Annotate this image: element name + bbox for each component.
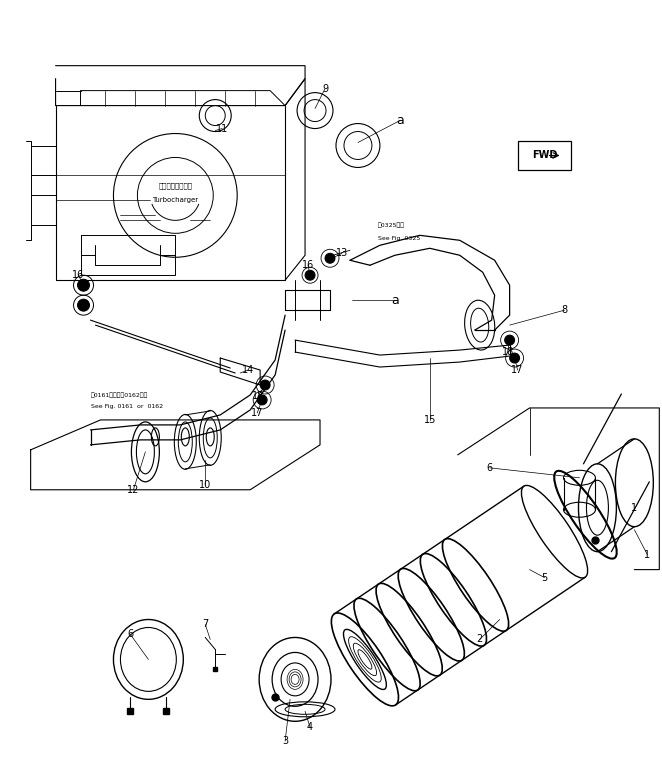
Circle shape [504, 335, 514, 345]
Text: 16: 16 [302, 260, 314, 270]
Text: 1: 1 [644, 550, 650, 560]
Text: 9: 9 [322, 84, 328, 94]
Text: Turbocharger: Turbocharger [152, 197, 199, 203]
Circle shape [510, 353, 520, 363]
Text: 11: 11 [216, 123, 228, 133]
Circle shape [257, 395, 267, 405]
Text: 2: 2 [477, 634, 483, 644]
Text: 16: 16 [72, 270, 85, 280]
Text: See Fig. 0325: See Fig. 0325 [378, 235, 420, 241]
Text: 17: 17 [512, 365, 524, 375]
Text: 13: 13 [336, 249, 348, 258]
Text: 3: 3 [282, 736, 288, 746]
Text: 10: 10 [199, 480, 211, 490]
Text: 4: 4 [307, 723, 313, 732]
Text: 8: 8 [561, 305, 567, 315]
Text: 15: 15 [424, 415, 436, 425]
Text: 18: 18 [252, 391, 264, 401]
Circle shape [305, 270, 315, 280]
Text: 17: 17 [251, 408, 263, 418]
Text: 18: 18 [502, 347, 514, 357]
Circle shape [260, 380, 270, 390]
Text: 5: 5 [542, 573, 547, 583]
Text: a: a [391, 294, 399, 307]
Text: 7: 7 [202, 620, 209, 630]
Text: 6: 6 [487, 463, 493, 472]
Circle shape [77, 279, 89, 291]
Text: FWD: FWD [532, 150, 557, 160]
Text: 6: 6 [127, 630, 134, 640]
Text: 1: 1 [632, 502, 638, 512]
Text: ターボチャージャ: ターボチャージャ [158, 182, 193, 189]
Circle shape [77, 299, 89, 311]
Text: 12: 12 [127, 485, 140, 495]
Text: 14: 14 [242, 365, 254, 375]
Text: See Fig. 0161  or  0162: See Fig. 0161 or 0162 [91, 404, 163, 410]
Circle shape [325, 253, 335, 263]
Text: 図0325参照: 図0325参照 [378, 222, 405, 228]
Text: a: a [396, 114, 404, 127]
Text: 図0161または図0162参照: 図0161または図0162参照 [91, 392, 148, 398]
